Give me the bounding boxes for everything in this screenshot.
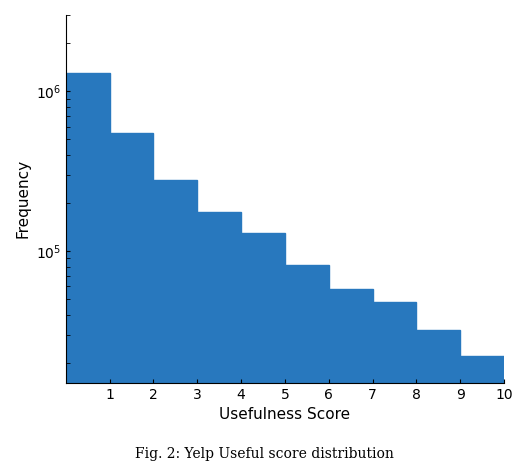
X-axis label: Usefulness Score: Usefulness Score: [220, 407, 351, 422]
Bar: [154, 180, 197, 470]
Text: Fig. 2: Yelp Useful score distribution: Fig. 2: Yelp Useful score distribution: [135, 446, 393, 461]
Bar: [373, 302, 417, 470]
Bar: [417, 330, 460, 470]
Bar: [285, 265, 329, 470]
Y-axis label: Frequency: Frequency: [15, 159, 30, 238]
Bar: [65, 73, 109, 470]
Bar: [329, 289, 373, 470]
Bar: [109, 133, 154, 470]
Bar: [460, 356, 504, 470]
Bar: [241, 233, 285, 470]
Bar: [197, 212, 241, 470]
